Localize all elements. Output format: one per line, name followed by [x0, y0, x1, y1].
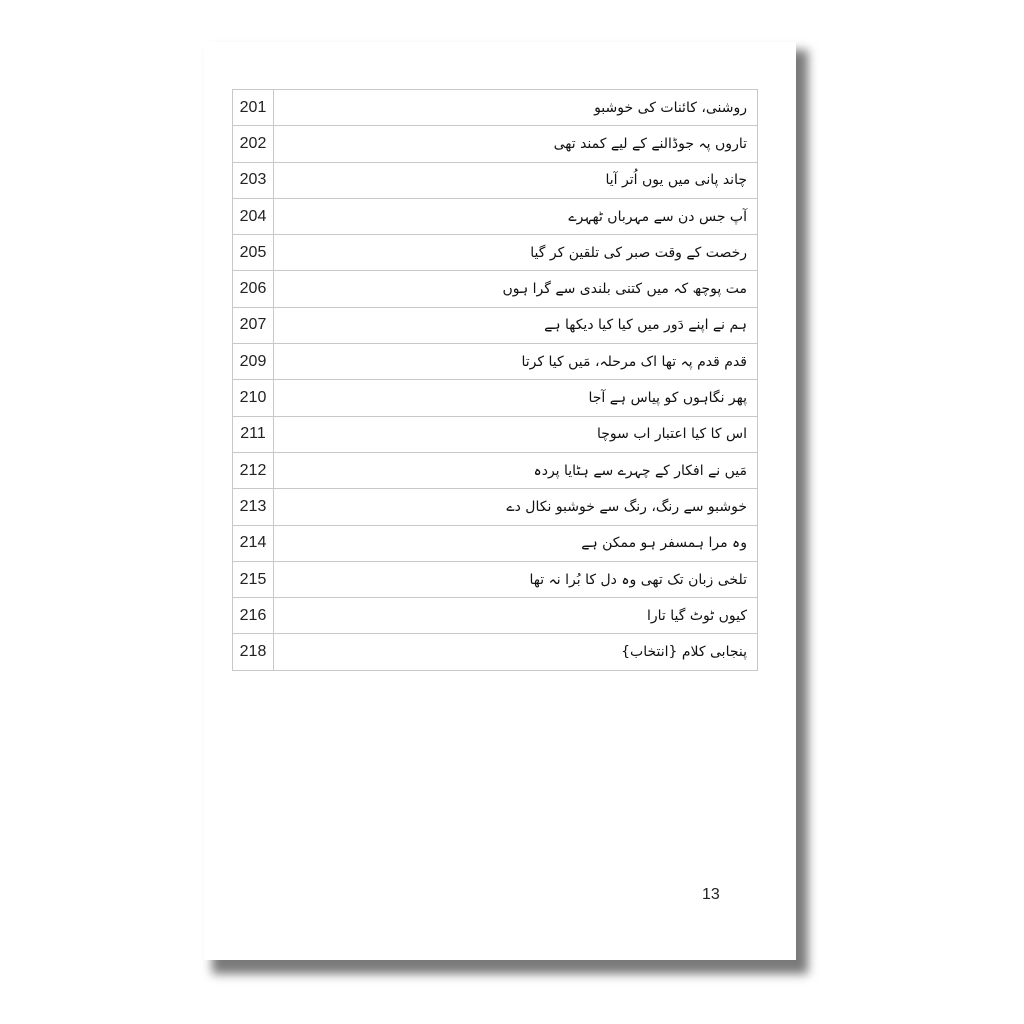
toc-page-number: 212	[232, 451, 274, 490]
toc-title: تاروں پہ جوڈالنے کے لیے کمند تھی	[273, 125, 758, 163]
toc-page-number: 201	[232, 88, 274, 127]
toc-title: مت پوچھ کہ میں کتنی بلندی سے گرا ہوں	[273, 270, 758, 308]
toc-page-number: 207	[232, 306, 274, 345]
toc-title: اس کا کیا اعتبار اب سوچا	[273, 415, 758, 453]
toc-title: آپ جس دن سے مہرباں ٹھہرے	[273, 197, 758, 236]
toc-title: رخصت کے وقت صبر کی تلقین کر گیا	[273, 234, 758, 272]
toc-row: 203 چاند پانی میں یوں اُتر آیا	[232, 161, 758, 199]
toc-row: 218 پنجابی کلام {انتخاب}	[232, 633, 758, 671]
toc-page-number: 209	[232, 343, 274, 381]
toc-page-number: 216	[232, 597, 274, 635]
toc-page-number: 204	[232, 197, 274, 236]
toc-page-number: 203	[232, 161, 274, 199]
toc-page-number: 211	[232, 415, 274, 453]
toc-page-number: 214	[232, 524, 274, 562]
toc-title: چاند پانی میں یوں اُتر آیا	[273, 161, 758, 199]
toc-row: 210 پھر نگاہوں کو پیاس ہے آجا	[232, 379, 758, 417]
toc-row: 207 ہم نے اپنے دَور میں کیا کیا دیکھا ہے	[232, 306, 758, 345]
toc-page-number: 215	[232, 560, 274, 599]
toc-row: 212 مَیں نے افکار کے چہرے سے ہٹایا پردہ	[232, 451, 758, 490]
toc-title: وہ مرا ہمسفر ہو ممکن ہے	[273, 524, 758, 562]
toc-row: 202 تاروں پہ جوڈالنے کے لیے کمند تھی	[232, 125, 758, 163]
toc-page-number: 202	[232, 125, 274, 163]
toc-page-number: 213	[232, 488, 274, 526]
table-of-contents: 201 روشنی، کائنات کی خوشبو 202 تاروں پہ جوڈ…	[232, 88, 758, 671]
toc-title: قدم قدم پہ تھا اک مرحلہ، مَیں کیا کرتا	[273, 343, 758, 381]
toc-page-number: 205	[232, 234, 274, 272]
toc-row: 215 تلخی زبان تک تھی وہ دل کا بُرا نہ تھا	[232, 560, 758, 599]
toc-page-number: 218	[232, 633, 274, 671]
toc-title: پنجابی کلام {انتخاب}	[273, 633, 758, 671]
toc-row: 211 اس کا کیا اعتبار اب سوچا	[232, 415, 758, 453]
toc-page-number: 210	[232, 379, 274, 417]
toc-row: 209 قدم قدم پہ تھا اک مرحلہ، مَیں کیا کرت…	[232, 343, 758, 381]
toc-title: پھر نگاہوں کو پیاس ہے آجا	[273, 379, 758, 417]
toc-page-number: 206	[232, 270, 274, 308]
book-page: 201 روشنی، کائنات کی خوشبو 202 تاروں پہ جوڈ…	[204, 42, 796, 960]
toc-row: 204 آپ جس دن سے مہرباں ٹھہرے	[232, 197, 758, 236]
toc-title: ہم نے اپنے دَور میں کیا کیا دیکھا ہے	[273, 306, 758, 345]
toc-row: 206 مت پوچھ کہ میں کتنی بلندی سے گرا ہوں	[232, 270, 758, 308]
toc-row: 214 وہ مرا ہمسفر ہو ممکن ہے	[232, 524, 758, 562]
toc-title: روشنی، کائنات کی خوشبو	[273, 88, 758, 127]
toc-row: 205 رخصت کے وقت صبر کی تلقین کر گیا	[232, 234, 758, 272]
toc-row: 213 خوشبو سے رنگ، رنگ سے خوشبو نکال دے	[232, 488, 758, 526]
toc-title: تلخی زبان تک تھی وہ دل کا بُرا نہ تھا	[273, 560, 758, 599]
page-number: 13	[702, 886, 720, 903]
toc-row: 201 روشنی، کائنات کی خوشبو	[232, 88, 758, 127]
toc-row: 216 کیوں ٹوٹ گیا تارا	[232, 597, 758, 635]
toc-title: خوشبو سے رنگ، رنگ سے خوشبو نکال دے	[273, 488, 758, 526]
toc-title: مَیں نے افکار کے چہرے سے ہٹایا پردہ	[273, 451, 758, 490]
toc-title: کیوں ٹوٹ گیا تارا	[273, 597, 758, 635]
